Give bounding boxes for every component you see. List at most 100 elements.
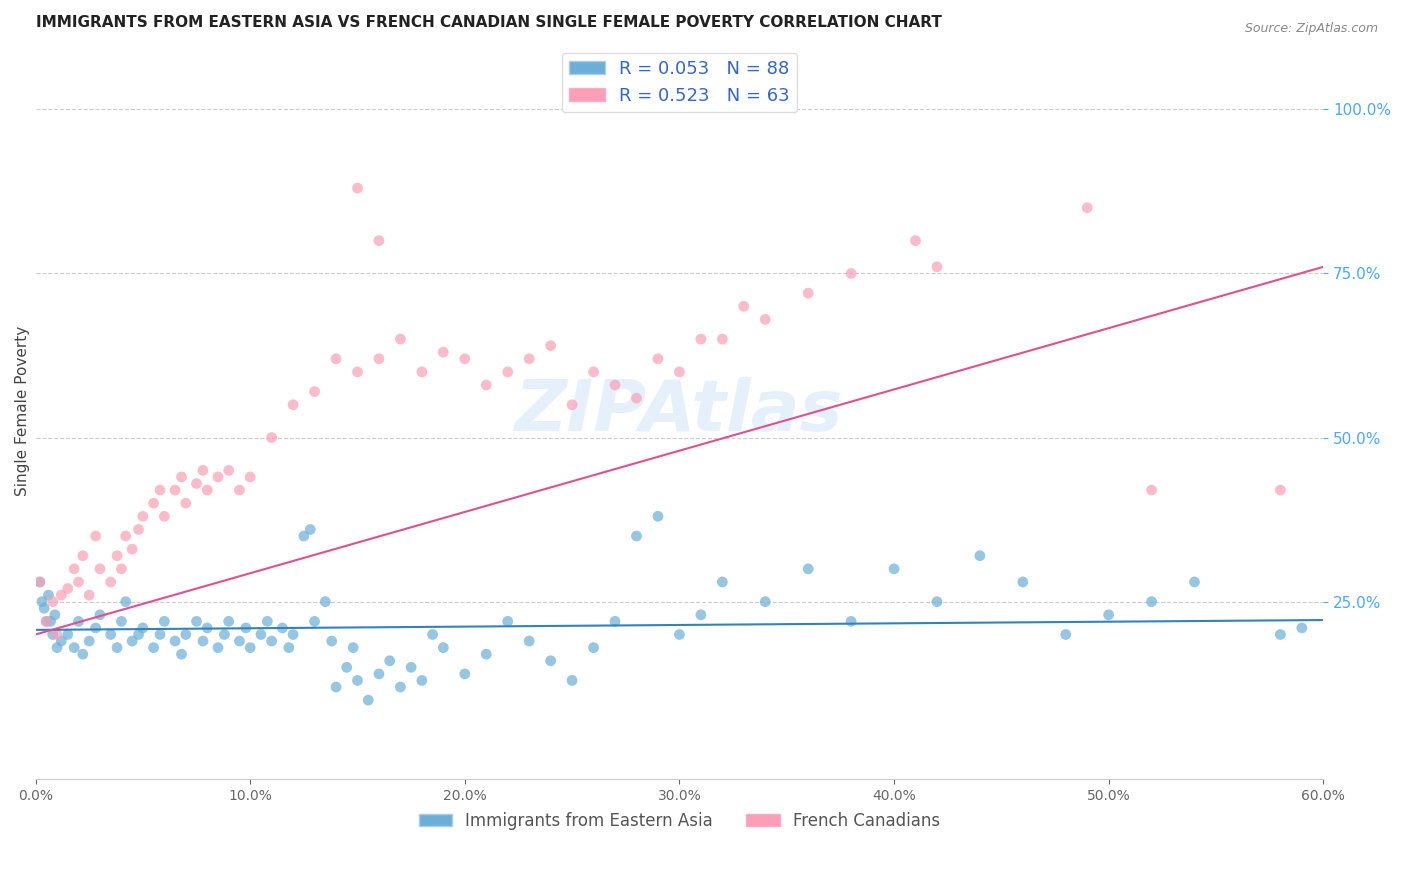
Point: [336, 660, 359, 674]
Point: [733, 299, 755, 313]
Point: [84, 621, 107, 635]
Point: [314, 595, 336, 609]
Point: [1270, 627, 1292, 641]
Point: [1140, 483, 1163, 497]
Point: [149, 627, 172, 641]
Point: [128, 523, 150, 537]
Point: [207, 470, 229, 484]
Point: [517, 351, 540, 366]
Point: [46, 627, 69, 641]
Point: [228, 634, 250, 648]
Point: [281, 398, 304, 412]
Point: [174, 627, 197, 641]
Y-axis label: Single Female Poverty: Single Female Poverty: [15, 326, 30, 497]
Point: [389, 680, 412, 694]
Point: [1291, 621, 1313, 635]
Point: [191, 463, 214, 477]
Point: [925, 260, 948, 274]
Point: [1054, 627, 1077, 641]
Point: [304, 384, 326, 399]
Point: [1011, 574, 1033, 589]
Point: [626, 391, 648, 405]
Point: [540, 338, 562, 352]
Point: [883, 562, 905, 576]
Point: [689, 607, 711, 622]
Point: [304, 615, 326, 629]
Point: [114, 529, 136, 543]
Point: [63, 562, 86, 576]
Point: [475, 647, 498, 661]
Point: [368, 234, 391, 248]
Point: [149, 483, 172, 497]
Point: [603, 378, 626, 392]
Point: [475, 378, 498, 392]
Point: [72, 647, 94, 661]
Point: [100, 574, 122, 589]
Point: [42, 627, 65, 641]
Point: [31, 595, 53, 609]
Point: [925, 595, 948, 609]
Point: [56, 582, 79, 596]
Point: [191, 634, 214, 648]
Point: [121, 634, 143, 648]
Point: [195, 483, 218, 497]
Point: [378, 654, 401, 668]
Point: [299, 523, 322, 537]
Point: [399, 660, 422, 674]
Point: [668, 627, 690, 641]
Point: [235, 621, 257, 635]
Point: [250, 627, 273, 641]
Point: [647, 351, 669, 366]
Point: [46, 640, 69, 655]
Point: [63, 640, 86, 655]
Point: [292, 529, 315, 543]
Point: [37, 588, 59, 602]
Point: [51, 588, 73, 602]
Point: [105, 640, 128, 655]
Point: [28, 574, 51, 589]
Point: [256, 615, 278, 629]
Point: [260, 431, 283, 445]
Point: [72, 549, 94, 563]
Point: [517, 634, 540, 648]
Point: [132, 509, 155, 524]
Point: [105, 549, 128, 563]
Point: [51, 634, 73, 648]
Point: [186, 615, 208, 629]
Point: [582, 365, 605, 379]
Point: [1270, 483, 1292, 497]
Point: [647, 509, 669, 524]
Point: [277, 640, 299, 655]
Point: [904, 234, 927, 248]
Point: [839, 267, 862, 281]
Point: [454, 666, 477, 681]
Point: [170, 470, 193, 484]
Point: [142, 640, 165, 655]
Point: [114, 595, 136, 609]
Point: [540, 654, 562, 668]
Point: [346, 365, 368, 379]
Point: [357, 693, 380, 707]
Point: [32, 601, 55, 615]
Point: [67, 574, 90, 589]
Point: [325, 680, 347, 694]
Text: ZIPAtlas: ZIPAtlas: [515, 376, 844, 446]
Point: [121, 542, 143, 557]
Point: [142, 496, 165, 510]
Point: [1140, 595, 1163, 609]
Point: [561, 673, 583, 688]
Point: [174, 496, 197, 510]
Point: [496, 615, 519, 629]
Point: [165, 483, 187, 497]
Point: [170, 647, 193, 661]
Point: [218, 615, 240, 629]
Point: [84, 529, 107, 543]
Text: Source: ZipAtlas.com: Source: ZipAtlas.com: [1244, 22, 1378, 36]
Point: [689, 332, 711, 346]
Point: [411, 365, 433, 379]
Point: [239, 640, 262, 655]
Point: [42, 595, 65, 609]
Point: [1076, 201, 1098, 215]
Point: [128, 627, 150, 641]
Point: [797, 562, 820, 576]
